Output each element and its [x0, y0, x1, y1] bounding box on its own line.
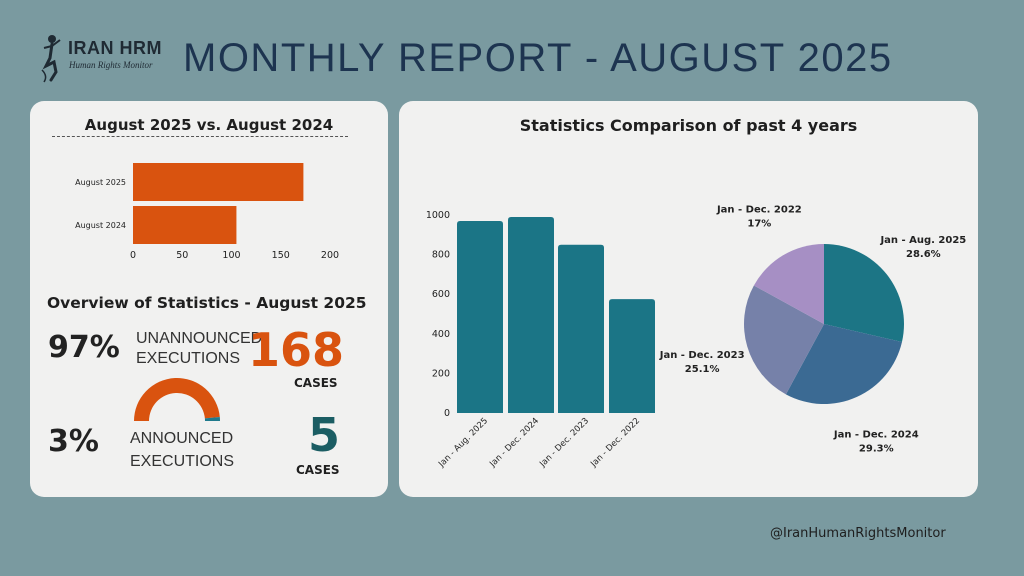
year-bar-0	[457, 220, 503, 413]
year-bar-2	[558, 244, 604, 413]
comparison-tick-0: 0	[130, 250, 136, 261]
year-bar-1	[508, 216, 554, 413]
announced-count: 5	[307, 408, 340, 462]
logo: IRAN HRM Human Rights Monitor	[38, 32, 168, 86]
comparison-bar-1	[133, 206, 237, 244]
stats-title: Statistics Comparison of past 4 years	[519, 116, 858, 135]
unannounced-label-2: EXECUTIONS	[136, 350, 241, 367]
year-chart-ytick-2: 400	[432, 329, 450, 340]
pie-slice-1	[785, 324, 902, 404]
year-chart-ytick-0: 0	[444, 408, 450, 419]
announced-percent: 3%	[48, 424, 99, 459]
executions-half-donut	[134, 378, 220, 421]
comparison-tick-2: 100	[222, 250, 240, 261]
announced-label-1: ANNOUNCED	[130, 430, 234, 447]
year-chart-ytick-1: 200	[432, 368, 450, 379]
pie-pct-2: 25.1%	[685, 364, 720, 375]
comparison-tick-1: 50	[176, 250, 188, 261]
pie-pct-3: 17%	[747, 219, 771, 230]
logo-name: IRAN HRM	[68, 38, 162, 58]
pie-label-3: Jan - Dec. 2022	[716, 205, 802, 216]
comparison-title: August 2025 vs. August 2024	[84, 116, 334, 134]
overview-title: Overview of Statistics - August 2025	[47, 294, 367, 312]
pie-slice-2	[744, 285, 824, 395]
comparison-bar-chart: August 2025 August 2024 0 50 100 150 200	[75, 163, 339, 261]
pie-label-1: Jan - Dec. 2024	[833, 430, 919, 441]
unannounced-count: 168	[247, 323, 344, 377]
announced-label-2: EXECUTIONS	[130, 453, 235, 470]
pie-slice-3	[753, 244, 824, 324]
year-chart-ytick-3: 600	[432, 289, 450, 300]
page-title: MONTHLY REPORT - AUGUST 2025	[183, 36, 893, 80]
left-panel: August 2025 vs. August 2024 August 2025 A…	[30, 101, 388, 497]
donut-segment-0	[134, 378, 220, 421]
unannounced-label-1: UNANNOUNCED	[136, 330, 263, 347]
unannounced-cases-label: CASES	[294, 376, 338, 390]
comparison-bar-label-1: August 2024	[75, 221, 126, 230]
pie-slice-0	[824, 244, 904, 342]
yearly-pie-chart: Jan - Aug. 2025 28.6% Jan - Dec. 2024 29.3%…	[659, 205, 967, 455]
announced-cases-label: CASES	[296, 463, 340, 477]
right-panel: Statistics Comparison of past 4 years 0 2…	[399, 101, 978, 497]
comparison-tick-4: 200	[321, 250, 339, 261]
comparison-bar-label-0: August 2025	[75, 178, 126, 187]
comparison-bar-0	[133, 163, 304, 201]
logo-subtitle: Human Rights Monitor	[69, 60, 153, 70]
year-chart-ytick-5: 1000	[426, 210, 450, 221]
year-bar-3	[609, 299, 655, 413]
pie-pct-0: 28.6%	[906, 249, 941, 260]
year-chart-ytick-4: 800	[432, 250, 450, 261]
unannounced-percent: 97%	[48, 330, 120, 365]
comparison-tick-3: 150	[272, 250, 290, 261]
logo-figure-icon	[41, 35, 61, 83]
donut-segment-1	[204, 416, 220, 421]
title-divider	[52, 136, 348, 137]
social-handle[interactable]: @IranHumanRightsMonitor	[770, 526, 946, 541]
pie-label-0: Jan - Aug. 2025	[879, 235, 966, 246]
pie-label-2: Jan - Dec. 2023	[659, 350, 745, 361]
pie-pct-1: 29.3%	[859, 444, 894, 455]
